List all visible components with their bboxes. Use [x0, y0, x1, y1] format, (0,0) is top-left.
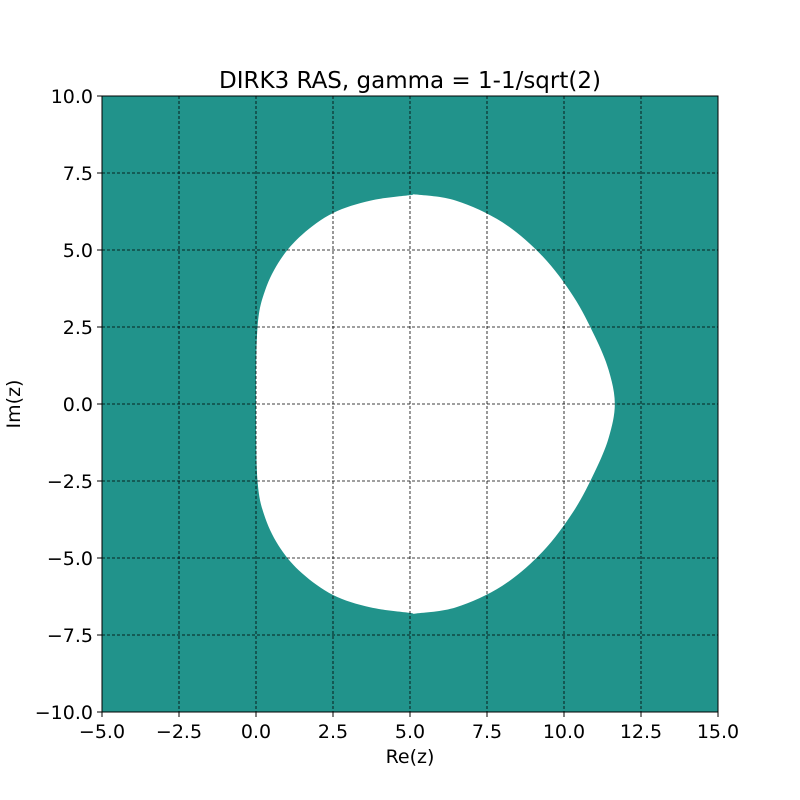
y-tick-label: 10.0	[51, 86, 93, 108]
x-axis-label: Re(z)	[386, 746, 435, 768]
y-tick-label: −5.0	[47, 548, 93, 570]
y-tick-label: −7.5	[47, 625, 93, 647]
y-axis-label: Im(z)	[3, 380, 25, 429]
y-tick-label: 7.5	[63, 163, 93, 185]
x-tick-label: 0.0	[241, 721, 271, 743]
x-tick-label: 12.5	[620, 721, 662, 743]
x-tick-label: −5.0	[79, 721, 125, 743]
x-tick-label: 7.5	[472, 721, 502, 743]
y-tick-label: 0.0	[63, 394, 93, 416]
x-tick-label: 15.0	[697, 721, 739, 743]
x-tick-label: 2.5	[318, 721, 348, 743]
x-tick-label: 5.0	[395, 721, 425, 743]
y-tick-label: 2.5	[63, 317, 93, 339]
y-tick-label: −2.5	[47, 471, 93, 493]
chart-title: DIRK3 RAS, gamma = 1-1/sqrt(2)	[219, 68, 601, 94]
x-tick-label: −2.5	[156, 721, 202, 743]
y-tick-label: −10.0	[35, 702, 93, 724]
x-tick-label: 10.0	[543, 721, 585, 743]
y-tick-label: 5.0	[63, 240, 93, 262]
unstable-region	[256, 194, 615, 614]
x-axis-ticks: −5.0 −2.5 0.0 2.5 5.0 7.5 10.0 12.5 15.0	[79, 712, 739, 743]
y-axis-ticks: −10.0 −7.5 −5.0 −2.5 0.0 2.5 5.0 7.5 10.0	[35, 86, 102, 724]
